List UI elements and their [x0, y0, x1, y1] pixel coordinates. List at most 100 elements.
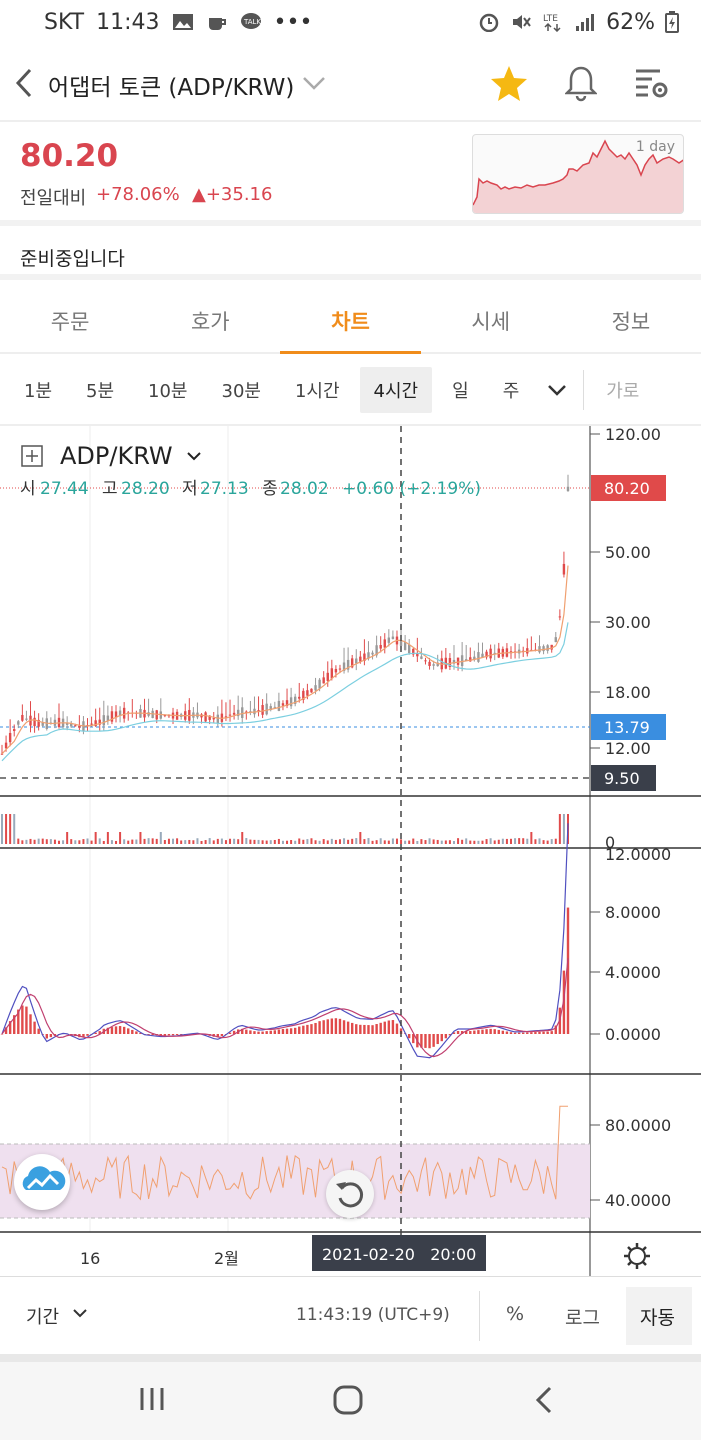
volume-bar — [13, 814, 16, 844]
candle-body — [90, 723, 93, 725]
candle-body — [13, 729, 16, 732]
candle-body — [17, 721, 20, 725]
ohlc-open-label: 시 — [20, 479, 36, 499]
page-title[interactable]: 어댑터 토큰 (ADP/KRW) — [48, 75, 295, 101]
chevron-down-icon[interactable] — [302, 74, 326, 92]
interval-30min[interactable]: 30분 — [221, 381, 261, 402]
interval-10min[interactable]: 10분 — [148, 381, 188, 402]
volume-bar — [66, 832, 69, 844]
macd-histogram-bar — [465, 1031, 468, 1034]
macd-histogram-bar — [322, 1020, 325, 1034]
chart-symbol[interactable]: ADP/KRW — [60, 442, 173, 470]
bell-icon[interactable] — [565, 64, 597, 102]
macd-histogram-bar — [456, 1030, 460, 1034]
more-icon: ••• — [273, 9, 313, 35]
macd-histogram-bar — [49, 1034, 53, 1038]
candle-body — [452, 659, 456, 664]
macd-histogram-bar — [228, 1032, 232, 1034]
settings-list-icon[interactable] — [634, 66, 670, 100]
macd-histogram-bar — [387, 1020, 391, 1034]
notice-bar: 준비중입니다 — [0, 232, 701, 280]
interval-1hour[interactable]: 1시간 — [294, 381, 340, 402]
volume-bar — [131, 839, 134, 844]
auto-scale-button[interactable]: 자동 — [626, 1287, 692, 1345]
macd-histogram-bar — [33, 1021, 36, 1034]
interval-chevron-down-icon[interactable] — [545, 381, 569, 399]
svg-text:LTE: LTE — [543, 14, 558, 24]
tab-chart[interactable]: 차트 — [280, 286, 421, 354]
back-arrow-icon[interactable] — [10, 66, 40, 100]
macd-histogram-bar — [530, 1032, 533, 1034]
crosshair-time-tag — [312, 1235, 486, 1271]
macd-histogram-bar — [45, 1034, 48, 1039]
mini-chart-svg — [473, 139, 683, 213]
candle-body — [367, 652, 370, 659]
interval-5min[interactable]: 5분 — [86, 381, 115, 402]
macd-histogram-bar — [4, 1027, 8, 1034]
rsi-axis-label: 80.0000 — [605, 1116, 671, 1135]
volume-bar — [25, 839, 28, 844]
current-price: 80.20 — [20, 138, 119, 174]
volume-bar — [119, 832, 122, 844]
tab-info[interactable]: 정보 — [611, 310, 651, 334]
price-chart-svg[interactable]: 120.00 50.00 30.00 18.00 12.00 0 12.0000… — [0, 426, 701, 1276]
volume-bar — [302, 839, 305, 844]
favorite-star-icon[interactable] — [490, 64, 528, 102]
period-chevron-down-icon[interactable] — [72, 1307, 88, 1319]
svg-text:TALK: TALK — [243, 18, 261, 26]
change-percent: +78.06% — [96, 184, 180, 205]
volume-bar — [534, 839, 537, 844]
tab-orderbook[interactable]: 호가 — [190, 310, 230, 334]
log-scale-button[interactable]: 로그 — [565, 1307, 600, 1329]
reset-view-button[interactable] — [326, 1170, 374, 1218]
mini-day-chart[interactable]: 1 day — [472, 134, 684, 214]
candle-body — [70, 723, 73, 727]
macd-histogram-bar — [477, 1030, 480, 1034]
macd-histogram-bar — [473, 1030, 476, 1034]
volume-bar — [253, 839, 256, 844]
indicator-add-icon[interactable] — [21, 445, 43, 467]
landscape-toggle[interactable]: 가로 — [606, 381, 640, 402]
coffee-icon — [208, 18, 226, 30]
candle-body — [228, 714, 232, 716]
volume-bar — [457, 838, 460, 844]
candle-body — [114, 711, 118, 718]
volume-bar — [359, 832, 362, 844]
macd-histogram-bar — [110, 1027, 114, 1034]
macd-histogram-bar — [314, 1022, 317, 1034]
interval-day[interactable]: 일 — [452, 381, 469, 402]
macd-histogram-bar — [106, 1027, 110, 1034]
volume-bar — [78, 840, 81, 844]
current-price-tag — [591, 475, 666, 501]
home-icon[interactable] — [332, 1384, 364, 1416]
candle-body — [33, 717, 36, 727]
candle-body — [224, 716, 228, 718]
ohlc-open: 27.44 — [40, 479, 89, 499]
candle-body — [338, 668, 342, 670]
chart-settings-gear-icon[interactable] — [624, 1243, 650, 1269]
volume-bar — [497, 839, 500, 844]
percent-scale-button[interactable]: % — [506, 1303, 525, 1325]
tab-quotes[interactable]: 시세 — [471, 310, 511, 334]
interval-week[interactable]: 주 — [502, 381, 520, 402]
rsi-axis-label: 40.0000 — [605, 1191, 671, 1210]
volume-bar — [347, 839, 350, 844]
macd-histogram-bar — [485, 1029, 488, 1034]
macd-histogram-bar — [306, 1024, 309, 1034]
candle-body — [37, 719, 40, 727]
tab-order[interactable]: 주문 — [50, 310, 90, 334]
back-nav-icon[interactable] — [530, 1384, 558, 1416]
macd-histogram-bar — [371, 1025, 374, 1034]
period-selector[interactable]: 기간 — [26, 1307, 60, 1328]
chart-area[interactable]: 120.00 50.00 30.00 18.00 12.00 0 12.0000… — [0, 426, 701, 1276]
candle-body — [273, 706, 277, 708]
change-amount: ▲+35.16 — [192, 184, 273, 205]
symbol-chevron-down-icon[interactable] — [187, 452, 201, 461]
interval-4hour[interactable]: 4시간 — [359, 367, 433, 413]
price-axis-label: 12.00 — [605, 739, 651, 758]
drawing-tools-button[interactable] — [14, 1154, 70, 1210]
macd-histogram-bar — [481, 1029, 484, 1034]
interval-1min[interactable]: 1분 — [24, 381, 53, 402]
recent-apps-icon[interactable] — [138, 1384, 166, 1414]
change-label: 전일대비 — [20, 188, 87, 209]
